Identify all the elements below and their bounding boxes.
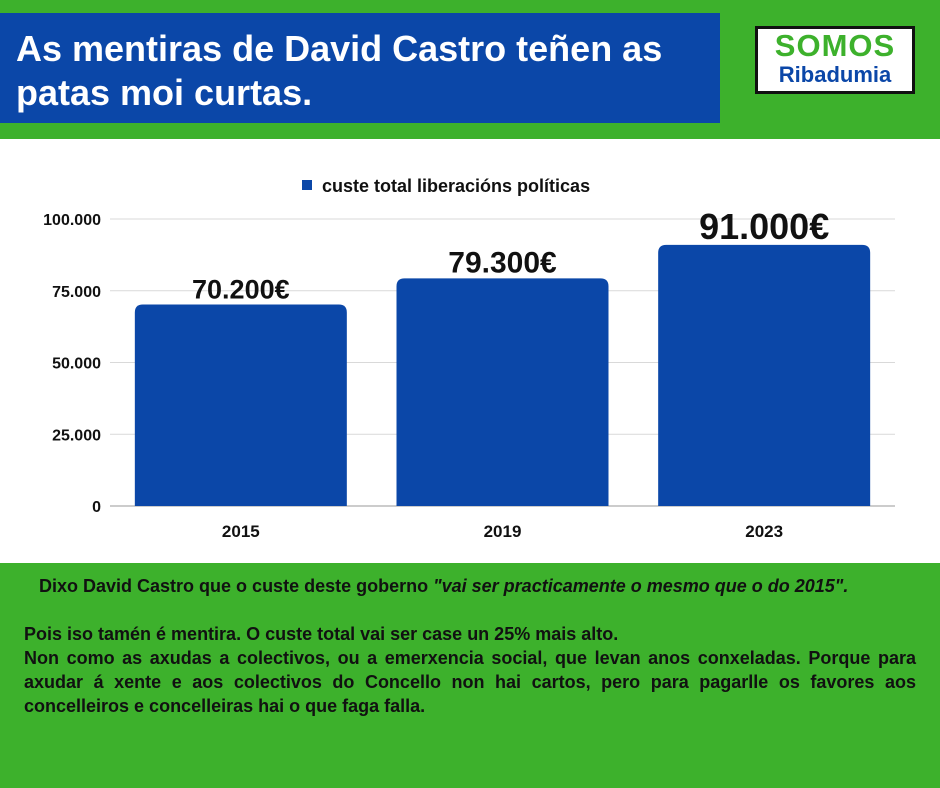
logo-line-1: SOMOS xyxy=(774,28,896,63)
paragraph-3: Non como as axudas a colectivos, ou a em… xyxy=(24,648,916,716)
paragraph-1: Dixo David Castro que o custe deste gobe… xyxy=(24,574,916,598)
page-title: As mentiras de David Castro teñen as pat… xyxy=(0,13,720,123)
paragraph-1-text: Dixo David Castro que o custe deste gobe… xyxy=(39,576,434,596)
x-tick-label: 2015 xyxy=(222,522,260,541)
data-label: 91.000€ xyxy=(699,206,829,247)
bar xyxy=(658,244,871,506)
body-text: Dixo David Castro que o custe deste gobe… xyxy=(24,574,916,718)
paragraph-2: Pois iso tamén é mentira. O custe total … xyxy=(24,624,619,644)
y-tick-label: 0 xyxy=(92,499,101,516)
x-tick-label: 2019 xyxy=(484,522,522,541)
chart-panel: 0 25.000 50.000 75.000 100.000 70.200€ 2015 79.… xyxy=(0,139,940,563)
somos-ribadumia-logo: SOMOS Ribadumia xyxy=(755,26,915,94)
y-tick-label: 75.000 xyxy=(52,284,101,301)
chart-legend: custe total liberacións políticas xyxy=(302,176,590,197)
y-tick-label: 50.000 xyxy=(52,356,101,373)
legend-label: custe total liberacións políticas xyxy=(322,176,591,196)
logo-line-2: Ribadumia xyxy=(778,62,892,87)
paragraph-1-quote: "vai ser practicamente o mesmo que o do … xyxy=(433,576,849,596)
x-tick-label: 2023 xyxy=(745,522,783,541)
y-tick-label: 25.000 xyxy=(52,427,101,444)
bar xyxy=(134,304,347,506)
y-tick-label: 100.000 xyxy=(43,212,101,229)
legend-swatch xyxy=(302,180,312,190)
bar xyxy=(396,278,609,506)
data-label: 70.200€ xyxy=(192,275,290,305)
data-label: 79.300€ xyxy=(448,246,557,279)
bar-chart: 0 25.000 50.000 75.000 100.000 70.200€ 2015 79.… xyxy=(43,206,895,541)
